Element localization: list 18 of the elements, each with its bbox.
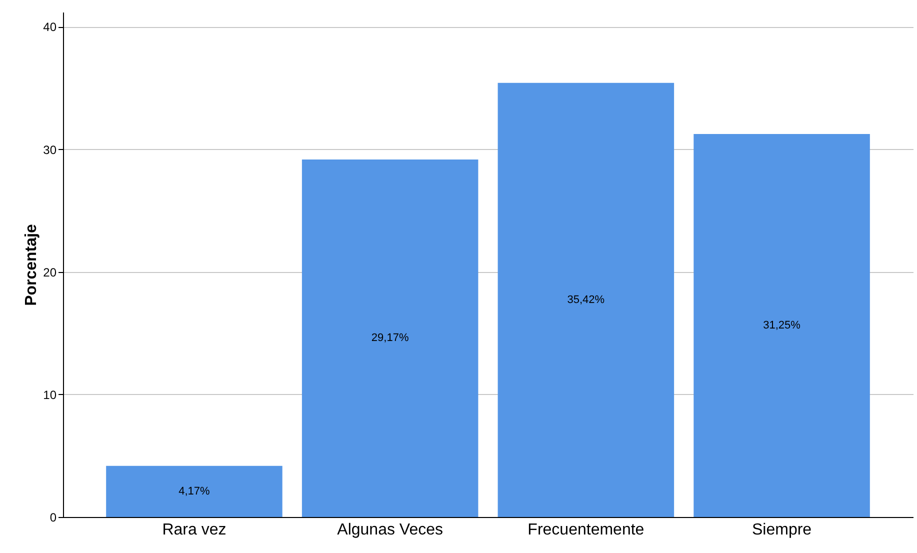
data-label: 29,17%	[371, 332, 409, 344]
x-tick-label: Algunas Veces	[337, 522, 444, 538]
y-tick-label: 10	[43, 388, 57, 402]
x-tick-label: Frecuentemente	[528, 522, 644, 538]
bar	[302, 159, 478, 517]
y-tick-label: 40	[43, 20, 57, 34]
y-axis-title: Porcentaje	[23, 224, 40, 306]
data-label: 4,17%	[178, 485, 210, 498]
bar	[694, 134, 870, 517]
y-tick-label: 0	[50, 510, 57, 524]
bar	[498, 82, 674, 517]
bar	[106, 466, 282, 517]
data-label: 31,25%	[763, 319, 801, 332]
data-label: 35,42%	[567, 294, 605, 306]
x-tick-label: Siempre	[752, 522, 812, 538]
y-tick-label: 30	[43, 142, 57, 157]
x-tick-label: Rara vez	[162, 522, 226, 538]
y-tick-label: 20	[43, 265, 57, 280]
